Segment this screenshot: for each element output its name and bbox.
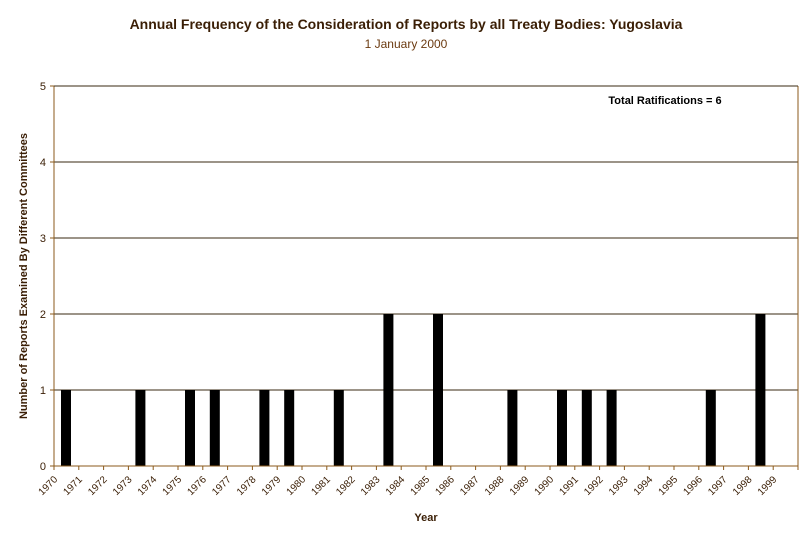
total-ratifications-annotation: Total Ratifications = 6 — [608, 95, 721, 107]
bar-1979 — [284, 390, 295, 466]
x-tick-label-1995: 1995 — [657, 474, 681, 498]
y-tick-label-0: 0 — [40, 461, 46, 473]
bar-1975 — [185, 390, 195, 466]
x-tick-label-1975: 1975 — [161, 474, 185, 498]
bar-1983 — [383, 314, 394, 466]
x-tick-label-1988: 1988 — [483, 474, 507, 498]
x-tick-label-1986: 1986 — [433, 474, 457, 498]
y-tick-label-5: 5 — [40, 81, 46, 93]
x-tick-label-1982: 1982 — [334, 474, 358, 498]
x-tick-label-1989: 1989 — [508, 474, 532, 498]
bar-1973 — [135, 390, 146, 466]
y-tick-label-1: 1 — [40, 385, 46, 397]
x-tick-label-1973: 1973 — [111, 474, 135, 498]
bar-1996 — [705, 390, 716, 466]
chart-subtitle: 1 January 2000 — [364, 37, 448, 51]
x-axis-label: Year — [414, 512, 438, 524]
x-tick-label-1984: 1984 — [384, 474, 408, 498]
x-tick-label-1994: 1994 — [632, 474, 656, 498]
x-tick-labels: 1970 1971 1972 1973 1974 1975 1976 1977 1978 1979… — [37, 466, 799, 498]
bar-1998 — [755, 314, 766, 466]
x-tick-label-1976: 1976 — [185, 474, 209, 498]
x-tick-label-1996: 1996 — [681, 474, 705, 498]
bar-1992 — [606, 390, 617, 466]
x-tick-label-1999: 1999 — [756, 474, 780, 498]
bar-1981 — [333, 390, 344, 466]
bar-1970 — [61, 390, 71, 466]
y-tick-label-4: 4 — [40, 157, 46, 169]
axes — [53, 85, 799, 467]
x-tick-label-1987: 1987 — [458, 474, 482, 498]
x-tick-label-1972: 1972 — [86, 474, 110, 498]
chart-title: Annual Frequency of the Consideration of… — [129, 16, 683, 32]
y-axis-label: Number of Reports Examined By Different … — [18, 133, 30, 419]
x-tick-label-1991: 1991 — [557, 474, 581, 498]
bar-1988 — [507, 390, 518, 466]
x-tick-label-1971: 1971 — [61, 474, 85, 498]
y-tick-label-2: 2 — [40, 309, 46, 321]
bars — [61, 314, 766, 466]
x-tick-label-1983: 1983 — [359, 474, 383, 498]
y-tick-label-3: 3 — [40, 233, 46, 245]
x-tick-label-1970: 1970 — [37, 474, 61, 498]
x-tick-label-1978: 1978 — [235, 474, 259, 498]
bar-1990 — [557, 390, 567, 466]
bar-1976 — [209, 390, 220, 466]
x-tick-label-1993: 1993 — [607, 474, 631, 498]
x-tick-label-1979: 1979 — [260, 474, 284, 498]
x-tick-label-1974: 1974 — [136, 474, 160, 498]
x-tick-label-1985: 1985 — [409, 474, 433, 498]
x-tick-label-1977: 1977 — [210, 474, 234, 498]
y-tick-labels: 0 1 2 3 4 5 — [40, 81, 54, 473]
x-tick-label-1990: 1990 — [533, 474, 557, 498]
x-tick-label-1992: 1992 — [582, 474, 606, 498]
bar-1978 — [259, 390, 270, 466]
bar-1991 — [581, 390, 592, 466]
bar-1985 — [433, 314, 443, 466]
x-tick-label-1981: 1981 — [309, 474, 333, 498]
x-tick-label-1997: 1997 — [706, 474, 730, 498]
x-tick-label-1998: 1998 — [731, 474, 755, 498]
gridlines — [54, 85, 798, 391]
x-tick-label-1980: 1980 — [285, 474, 309, 498]
